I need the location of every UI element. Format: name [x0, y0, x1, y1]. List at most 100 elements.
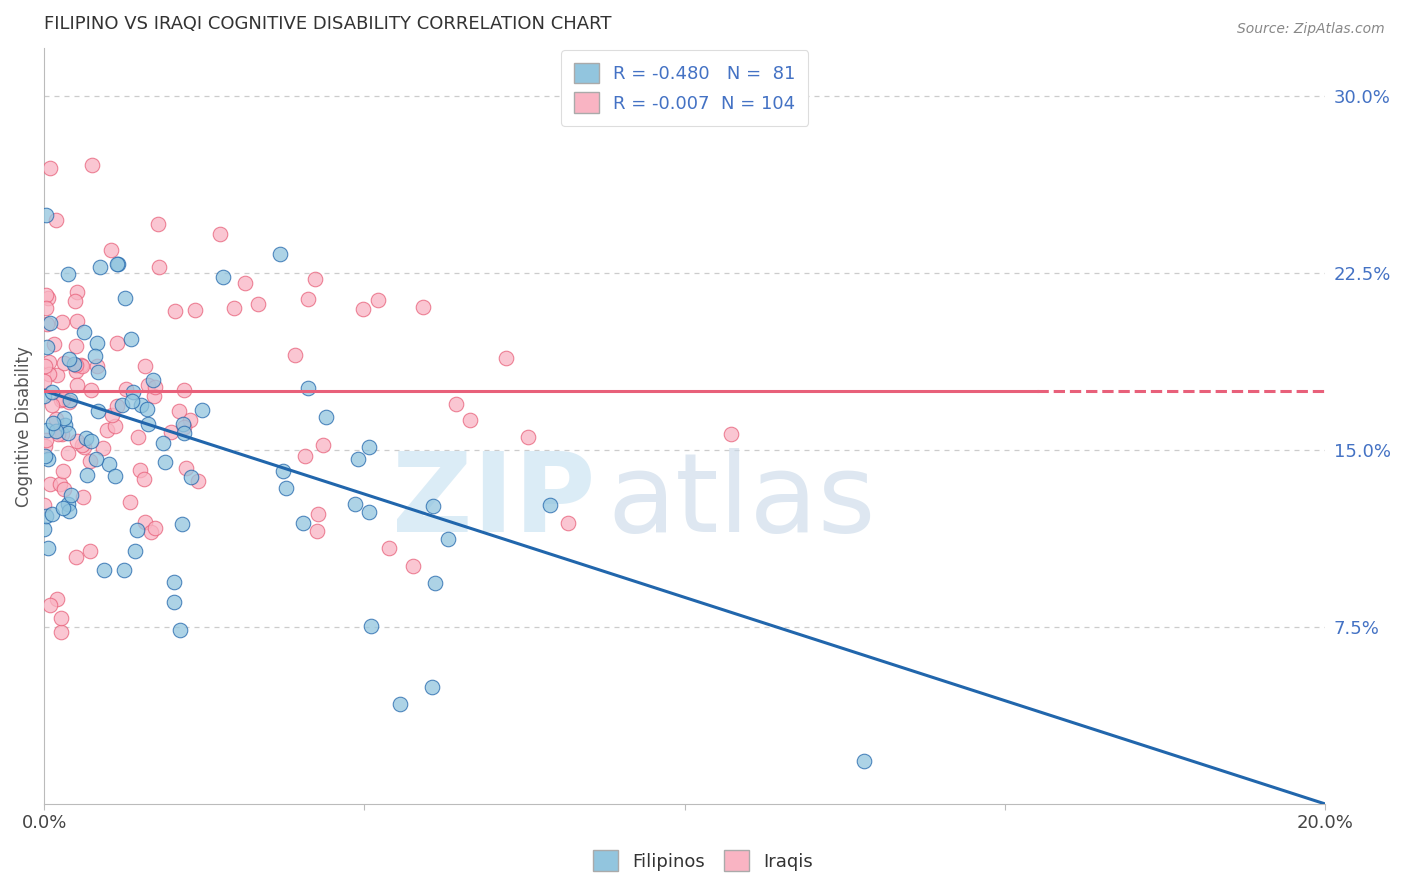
Point	[70, 438, 93, 452]
Point	[269, 247, 291, 261]
Point	[412, 300, 434, 314]
Point	[307, 507, 329, 521]
Point	[38, 355, 60, 369]
Point	[458, 413, 481, 427]
Point	[42, 337, 65, 351]
Point	[148, 260, 170, 274]
Point	[45, 213, 67, 227]
Point	[114, 291, 136, 305]
Point	[87, 404, 110, 418]
Point	[58, 351, 80, 366]
Point	[129, 398, 152, 412]
Point	[41, 398, 63, 412]
Point	[65, 359, 87, 373]
Point	[52, 464, 75, 478]
Point	[104, 469, 127, 483]
Text: ZIP: ZIP	[392, 449, 595, 555]
Point	[367, 293, 389, 307]
Legend: R = -0.480   N =  81, R = -0.007  N = 104: R = -0.480 N = 81, R = -0.007 N = 104	[561, 50, 808, 126]
Point	[35, 208, 58, 222]
Point	[58, 392, 80, 407]
Point	[39, 161, 62, 175]
Point	[136, 417, 159, 432]
Point	[59, 488, 82, 502]
Point	[51, 611, 73, 625]
Point	[311, 438, 333, 452]
Point	[180, 470, 202, 484]
Point	[173, 420, 195, 434]
Point	[284, 348, 307, 362]
Point	[294, 450, 316, 464]
Point	[46, 591, 69, 606]
Point	[112, 563, 135, 577]
Point	[80, 434, 103, 449]
Point	[65, 339, 87, 353]
Point	[58, 446, 80, 460]
Point	[49, 477, 72, 491]
Point	[152, 436, 174, 450]
Point	[118, 495, 141, 509]
Point	[360, 619, 382, 633]
Point	[75, 432, 97, 446]
Point	[291, 516, 314, 530]
Point	[35, 509, 58, 524]
Point	[141, 525, 163, 540]
Point	[388, 697, 411, 711]
Point	[446, 397, 468, 411]
Point	[63, 357, 86, 371]
Point	[305, 524, 328, 538]
Point	[187, 474, 209, 488]
Point	[65, 363, 87, 377]
Point	[41, 507, 63, 521]
Point	[37, 291, 59, 305]
Point	[53, 355, 76, 369]
Point	[173, 383, 195, 397]
Point	[45, 368, 67, 382]
Point	[145, 521, 167, 535]
Point	[297, 292, 319, 306]
Point	[420, 680, 443, 694]
Legend: Filipinos, Iraqis: Filipinos, Iraqis	[586, 843, 820, 879]
Point	[212, 269, 235, 284]
Point	[37, 541, 59, 556]
Point	[128, 463, 150, 477]
Point	[70, 359, 93, 373]
Point	[402, 558, 425, 573]
Point	[143, 380, 166, 394]
Point	[436, 532, 458, 546]
Point	[96, 424, 118, 438]
Point	[174, 461, 197, 475]
Point	[69, 359, 91, 373]
Point	[134, 516, 156, 530]
Point	[73, 440, 96, 454]
Point	[105, 257, 128, 271]
Point	[56, 426, 79, 441]
Point	[66, 378, 89, 392]
Point	[52, 392, 75, 406]
Point	[80, 383, 103, 397]
Point	[51, 427, 73, 442]
Point	[34, 523, 56, 537]
Point	[53, 482, 76, 496]
Point	[101, 408, 124, 422]
Point	[297, 381, 319, 395]
Point	[120, 332, 142, 346]
Point	[34, 450, 56, 464]
Text: Source: ZipAtlas.com: Source: ZipAtlas.com	[1237, 22, 1385, 37]
Point	[58, 504, 80, 518]
Point	[89, 260, 111, 274]
Point	[274, 481, 297, 495]
Point	[105, 336, 128, 351]
Point	[34, 359, 56, 374]
Point	[87, 365, 110, 379]
Point	[167, 404, 190, 418]
Point	[58, 267, 80, 281]
Point	[422, 499, 444, 513]
Point	[49, 624, 72, 639]
Point	[148, 217, 170, 231]
Point	[46, 426, 69, 441]
Point	[91, 441, 114, 455]
Point	[53, 417, 76, 432]
Point	[34, 439, 56, 453]
Point	[84, 452, 107, 467]
